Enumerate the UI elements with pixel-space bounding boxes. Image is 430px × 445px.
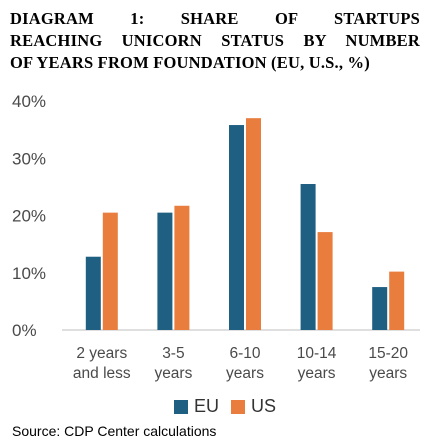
bar-us-2 (246, 118, 261, 330)
y-tick-label: 40% (12, 92, 46, 111)
x-category-label: 3-5 (162, 345, 184, 362)
legend: EU US (174, 396, 288, 417)
title-line-2: REACHING UNICORN STATUS BY NUMBER (10, 31, 420, 50)
bar-eu-3 (300, 184, 316, 330)
x-category-label: 15-20 (368, 345, 408, 362)
bar-us-3 (317, 232, 333, 330)
title-line-1: DIAGRAM 1: SHARE OF STARTUPS (10, 9, 420, 28)
x-category-label: 6-10 (229, 345, 260, 362)
legend-swatch-us (231, 399, 246, 414)
y-tick-label: 10% (12, 264, 46, 283)
legend-label-us: US (251, 396, 277, 416)
x-category-label: years (226, 365, 264, 382)
y-tick-label: 30% (12, 149, 46, 168)
x-category-label: years (298, 365, 336, 382)
bar-eu-0 (85, 256, 101, 330)
legend-label-eu: EU (194, 396, 220, 416)
bar-us-4 (389, 271, 405, 330)
source-note: Source: CDP Center calculations (12, 423, 217, 439)
legend-item-us: US (231, 396, 276, 417)
chart-title: DIAGRAM 1: SHARE OF STARTUPS REACHING UN… (10, 8, 420, 74)
x-category-label: 10-14 (297, 345, 337, 362)
legend-swatch-eu (174, 399, 188, 414)
x-category-label: 2 years (76, 345, 127, 362)
bar-eu-1 (157, 212, 173, 330)
title-line-3: OF YEARS FROM FOUNDATION (EU, U.S., %) (10, 53, 370, 72)
bar-us-1 (174, 205, 190, 330)
x-category-label: years (369, 365, 407, 382)
x-category-label: years (154, 365, 192, 382)
x-category-label: and less (73, 365, 131, 382)
legend-item-eu: EU (174, 396, 219, 417)
bar-eu-2 (229, 125, 244, 330)
y-tick-label: 20% (12, 207, 46, 226)
bar-eu-4 (372, 287, 388, 330)
bar-us-0 (102, 212, 118, 330)
y-tick-label: 0% (12, 321, 37, 340)
